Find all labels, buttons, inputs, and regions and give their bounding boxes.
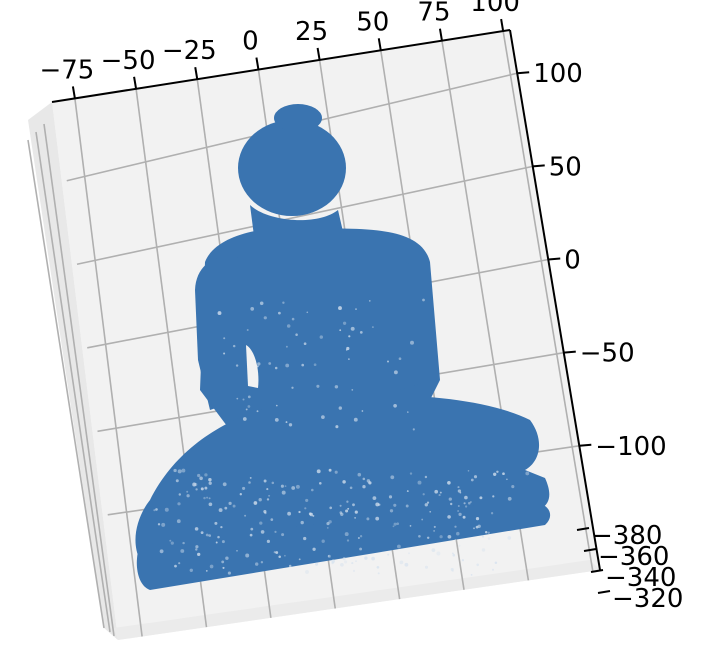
point-cloud-head xyxy=(238,120,346,216)
grid-line-y xyxy=(76,165,533,266)
z-tick-label: −360 xyxy=(598,542,669,572)
grid-line-x xyxy=(502,30,594,572)
frame-edge xyxy=(27,139,105,629)
frame-edge xyxy=(43,123,115,637)
z-tick-label: −320 xyxy=(612,584,683,614)
x-tick xyxy=(438,28,443,41)
y-axis-line xyxy=(509,29,601,571)
x-tick xyxy=(133,76,138,89)
x-tick-label: −75 xyxy=(39,55,94,85)
point-cloud-neck xyxy=(250,205,344,236)
point-cloud-base xyxy=(136,500,551,590)
point-cloud-left-arm xyxy=(195,256,250,410)
x-tick-label: −25 xyxy=(162,36,217,66)
x-tick-label: 50 xyxy=(356,7,389,37)
x-tick xyxy=(255,57,260,70)
z-tick xyxy=(597,590,611,594)
point-cloud-right-arm xyxy=(400,262,432,390)
point-cloud-head-top xyxy=(274,104,322,132)
point-speckles xyxy=(153,298,530,576)
pane-bottom xyxy=(114,560,600,640)
frame-edge xyxy=(35,131,111,633)
y-tick xyxy=(548,257,561,261)
x-tick-label: −50 xyxy=(101,46,156,76)
axes xyxy=(51,18,611,594)
y-tick-label: 0 xyxy=(564,246,581,276)
y-tick xyxy=(563,350,576,354)
x-tick xyxy=(194,67,199,80)
point-cloud-torso xyxy=(200,227,440,430)
x-tick-label: 100 xyxy=(470,0,520,18)
arm-gap xyxy=(246,345,259,388)
y-tick-label: 100 xyxy=(533,59,583,89)
z-tick xyxy=(583,548,597,552)
x-tick xyxy=(316,47,321,61)
y-tick xyxy=(532,164,545,168)
z-tick-label: −340 xyxy=(605,563,676,593)
z-tick-label: −380 xyxy=(591,521,662,551)
y-tick-label: −50 xyxy=(580,339,635,369)
tick-labels: −75 −50 −25 0 25 50 75 100100500−50−100−380−360… xyxy=(39,0,683,614)
x-tick-label: 75 xyxy=(417,0,450,28)
x-tick-label: 25 xyxy=(295,17,328,47)
x-tick xyxy=(71,86,76,99)
z-tick xyxy=(590,569,604,573)
y-tick xyxy=(579,443,592,447)
x-tick xyxy=(500,18,505,32)
x-tick-label: 0 xyxy=(242,27,259,57)
grid-line-x xyxy=(74,98,143,637)
x-tick xyxy=(377,38,382,51)
y-tick xyxy=(517,71,530,75)
y-tick-label: −100 xyxy=(595,432,666,462)
x-axis-line xyxy=(51,29,511,103)
z-tick xyxy=(576,527,590,531)
point-cloud xyxy=(135,104,551,590)
y-tick-label: 50 xyxy=(549,152,582,182)
